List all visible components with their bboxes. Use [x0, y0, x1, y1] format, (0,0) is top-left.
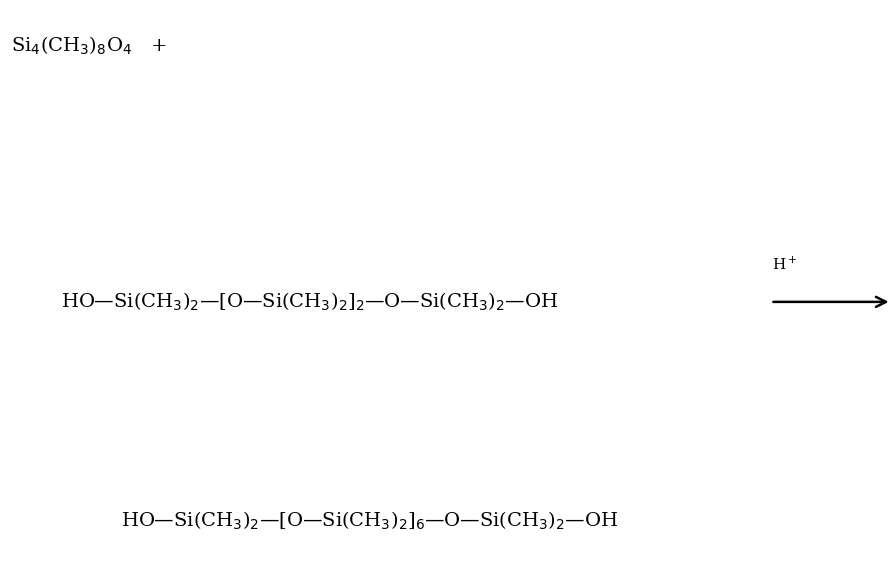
Text: Si$_4$(CH$_3$)$_8$O$_4$   +: Si$_4$(CH$_3$)$_8$O$_4$ +: [11, 34, 166, 57]
Text: H$^+$: H$^+$: [772, 256, 797, 273]
Text: HO—Si(CH$_3$)$_2$—[O—Si(CH$_3$)$_2$]$_6$—O—Si(CH$_3$)$_2$—OH: HO—Si(CH$_3$)$_2$—[O—Si(CH$_3$)$_2$]$_6$…: [121, 509, 618, 531]
Text: HO—Si(CH$_3$)$_2$—[O—Si(CH$_3$)$_2$]$_2$—O—Si(CH$_3$)$_2$—OH: HO—Si(CH$_3$)$_2$—[O—Si(CH$_3$)$_2$]$_2$…: [61, 291, 558, 313]
